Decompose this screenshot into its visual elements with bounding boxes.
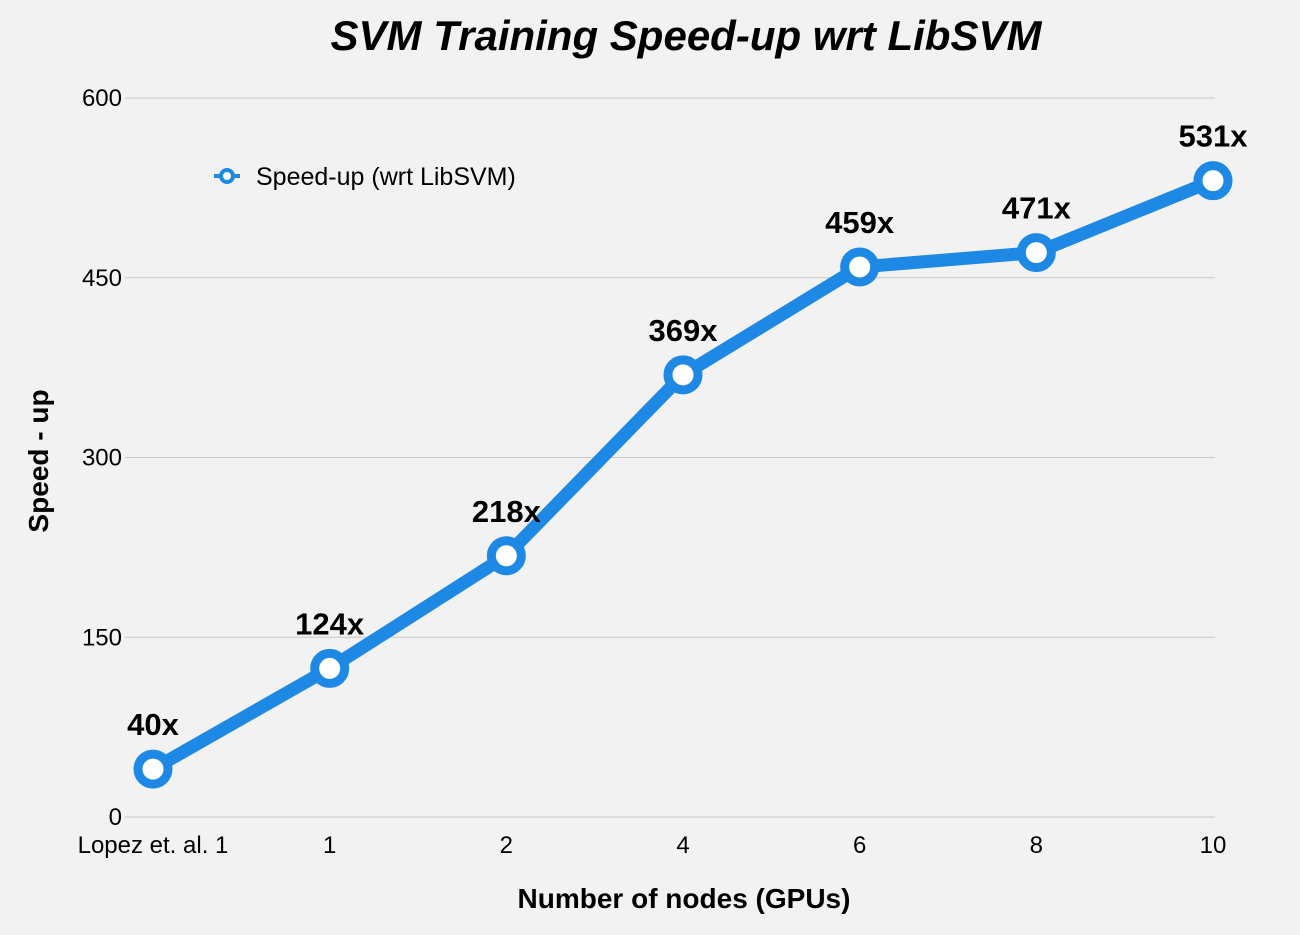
y-tick-label: 150	[82, 624, 122, 651]
data-label: 40x	[127, 707, 179, 742]
x-axis-ticks: Lopez et. al. 1 1 2 4 6 8 10	[78, 832, 1227, 859]
y-tick-label: 600	[82, 85, 122, 112]
data-label: 369x	[649, 313, 719, 348]
y-axis-title: Speed - up	[23, 389, 54, 532]
y-tick-label: 450	[82, 265, 122, 292]
legend-label: Speed-up (wrt LibSVM)	[256, 163, 516, 191]
chart-title: SVM Training Speed-up wrt LibSVM	[331, 12, 1043, 59]
data-point-marker	[133, 749, 173, 789]
legend-marker-icon	[219, 168, 235, 184]
legend: Speed-up (wrt LibSVM)	[214, 163, 516, 191]
data-point-marker	[486, 536, 526, 576]
x-tick-label: 6	[853, 832, 866, 859]
x-tick-label: 4	[676, 832, 689, 859]
data-label: 124x	[295, 606, 365, 641]
data-point-marker	[1193, 161, 1233, 201]
x-axis-title: Number of nodes (GPUs)	[518, 883, 851, 914]
y-axis-ticks: 0 150 300 450 600	[82, 85, 122, 831]
data-label: 459x	[825, 205, 895, 240]
x-tick-label: Lopez et. al. 1	[78, 832, 229, 859]
y-tick-label: 0	[109, 804, 122, 831]
x-tick-label: 1	[323, 832, 336, 859]
series-line	[146, 174, 1220, 776]
data-point-marker	[1016, 233, 1056, 273]
data-label: 531x	[1179, 119, 1249, 154]
data-label: 218x	[472, 494, 542, 529]
gridlines	[125, 97, 1215, 818]
x-tick-label: 8	[1030, 832, 1043, 859]
data-point-marker	[310, 648, 350, 688]
series-speed-up: 40x 124x 218x 369x 459x 471x 531x	[127, 119, 1249, 789]
data-point-marker	[663, 355, 703, 395]
data-point-marker	[840, 247, 880, 287]
data-label: 471x	[1002, 191, 1072, 226]
y-tick-label: 300	[82, 445, 122, 472]
x-tick-label: 2	[500, 832, 513, 859]
x-tick-label: 10	[1200, 832, 1227, 859]
